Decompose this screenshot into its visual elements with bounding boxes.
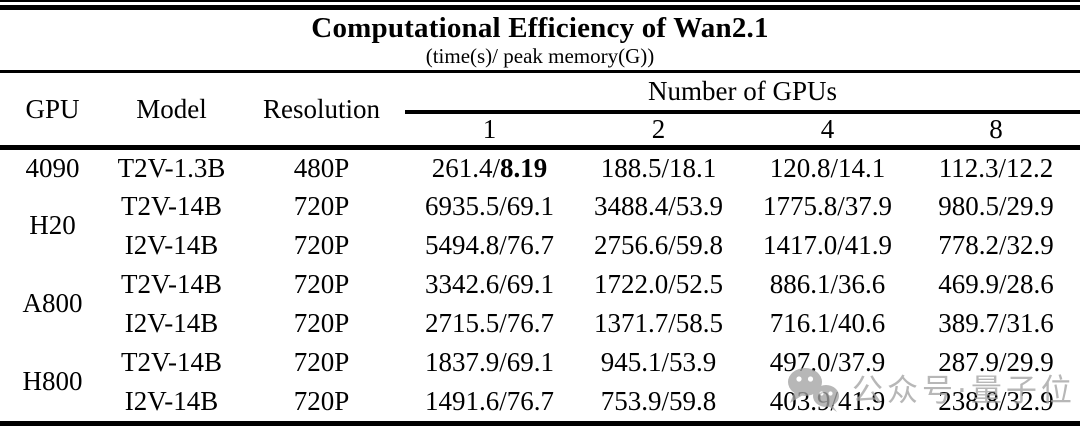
value-cell: 6935.5/69.1 [424, 190, 554, 221]
column-header-resolution: Resolution [262, 93, 380, 124]
time-value: 261.4/ [431, 152, 500, 183]
value-cell: 2715.5/76.7 [424, 307, 554, 338]
column-header-2-gpus: 2 [651, 114, 666, 144]
resolution-cell: 480P [238, 145, 405, 187]
efficiency-table: GPU Model Resolution Number of GPUs 1 2 … [0, 73, 1080, 421]
gpu-cell: A800 [22, 288, 83, 318]
column-header-4-gpus: 4 [820, 114, 835, 144]
value-cell: 469.9/28.6 [938, 268, 1054, 299]
header-top-rule [0, 70, 1080, 73]
column-header-model: Model [136, 93, 207, 124]
value-cell: 1417.0/41.9 [762, 229, 892, 260]
value-cell: 1837.9/69.1 [424, 346, 554, 377]
value-cell: 3488.4/53.9 [593, 190, 723, 221]
gpu-cell: 4090 [0, 145, 105, 187]
value-cell: 497.0/37.9 [769, 346, 886, 377]
value-cell: 778.2/32.9 [938, 229, 1054, 260]
model-cell: I2V-14B [124, 307, 219, 338]
table-row: A800 T2V-14B 720P 3342.6/69.1 1722.0/52.… [0, 265, 1080, 319]
table-row: I2V-14B 720P 1491.6/76.7 753.9/59.8 403.… [0, 382, 1080, 421]
value-cell: 753.9/59.8 [600, 385, 717, 416]
table-row: I2V-14B 720P 5494.8/76.7 2756.6/59.8 141… [0, 226, 1080, 265]
column-header-1-gpu: 1 [482, 114, 497, 144]
gpu-cell: H800 [22, 366, 83, 396]
value-cell: 980.5/29.9 [938, 190, 1054, 221]
model-cell: T2V-14B [120, 190, 222, 221]
value-cell: 287.9/29.9 [938, 346, 1054, 377]
table-title: Computational Efficiency of Wan2.1 [311, 12, 769, 44]
column-header-8-gpus: 8 [989, 114, 1003, 144]
value-cell: 716.1/40.6 [769, 307, 886, 338]
model-cell: T2V-1.3B [105, 145, 238, 187]
model-cell: I2V-14B [124, 385, 219, 416]
value-cell: 945.1/53.9 [600, 346, 717, 377]
value-cell: 238.8/32.9 [938, 385, 1054, 416]
value-cell: 120.8/14.1 [743, 145, 912, 187]
value-cell: 1775.8/37.9 [762, 190, 892, 221]
value-cell: 1722.0/52.5 [593, 268, 723, 299]
table-row: H800 T2V-14B 720P 1837.9/69.1 945.1/53.9… [0, 343, 1080, 397]
value-cell: 188.5/18.1 [574, 145, 743, 187]
gpu-cell: H20 [29, 210, 76, 240]
resolution-cell: 720P [293, 307, 350, 338]
value-cell: 403.9/41.9 [769, 385, 886, 416]
value-cell: 886.1/36.6 [769, 268, 886, 299]
resolution-cell: 720P [293, 346, 350, 377]
value-cell: 261.4/8.19 [405, 145, 574, 187]
resolution-cell: 720P [293, 385, 350, 416]
table-subtitle: (time(s)/ peak memory(G)) [425, 44, 655, 68]
value-cell: 3342.6/69.1 [424, 268, 554, 299]
model-cell: T2V-14B [120, 268, 222, 299]
header-row-top: GPU Model Resolution Number of GPUs [0, 73, 1080, 124]
column-header-gpu: GPU [25, 93, 80, 124]
header-row-gpu-counts: 1 2 4 8 [0, 112, 1080, 148]
memory-value-bold: 8.19 [500, 152, 548, 183]
value-cell: 2756.6/59.8 [593, 229, 723, 260]
resolution-cell: 720P [293, 190, 350, 221]
value-cell: 112.3/12.2 [912, 145, 1080, 187]
value-cell: 5494.8/76.7 [424, 229, 554, 260]
bottom-rule [0, 420, 1080, 426]
value-cell: 1491.6/76.7 [424, 385, 554, 416]
model-cell: T2V-14B [120, 346, 222, 377]
column-group-header-number-of-gpus: Number of GPUs [405, 73, 1080, 114]
model-cell: I2V-14B [124, 229, 219, 260]
value-cell: 389.7/31.6 [938, 307, 1054, 338]
table-row: H20 T2V-14B 720P 6935.5/69.1 3488.4/53.9… [0, 187, 1080, 241]
table-row: 4090 T2V-1.3B 480P 261.4/8.19 188.5/18.1… [0, 145, 1080, 187]
top-thin-rule [0, 0, 1080, 2]
top-rule [0, 5, 1080, 10]
value-cell: 1371.7/58.5 [593, 307, 723, 338]
resolution-cell: 720P [293, 268, 350, 299]
resolution-cell: 720P [293, 229, 350, 260]
table-row: I2V-14B 720P 2715.5/76.7 1371.7/58.5 716… [0, 304, 1080, 343]
